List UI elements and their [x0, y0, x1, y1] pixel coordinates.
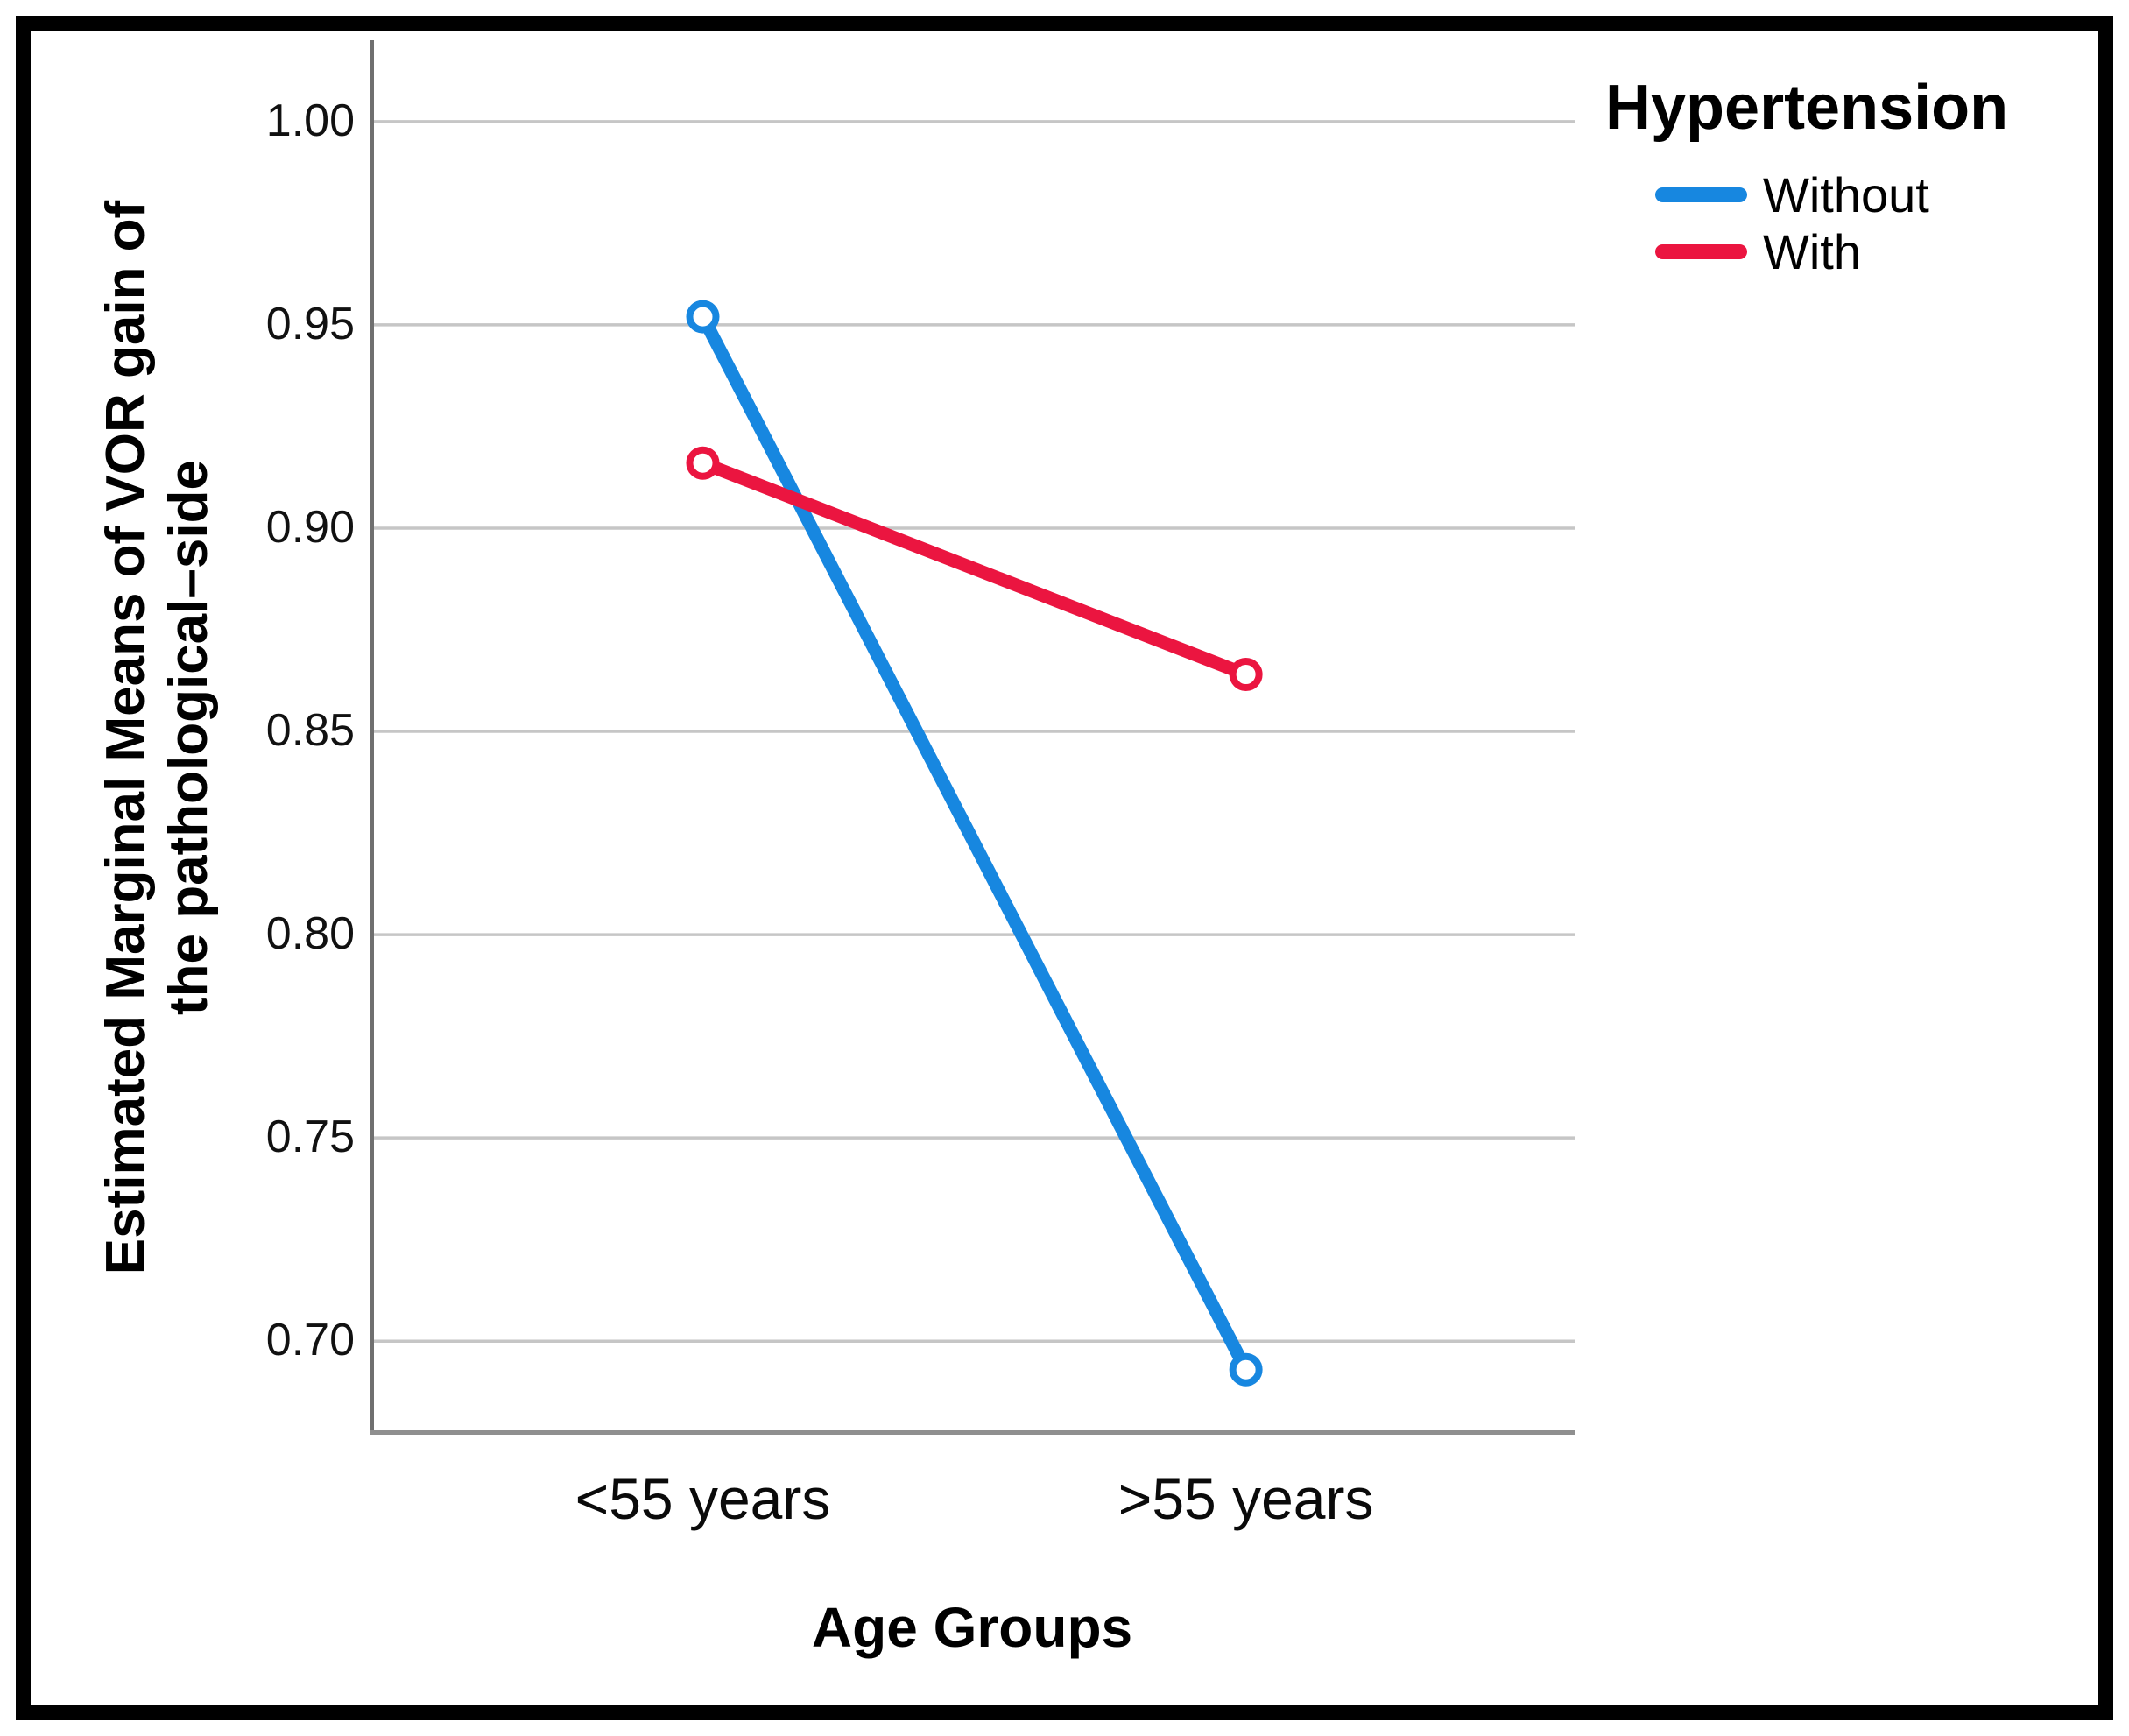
y-tick-label: 0.70	[265, 1315, 355, 1366]
x-category-label: >55 years	[1117, 1466, 1374, 1531]
data-point-marker-without	[1229, 1352, 1263, 1387]
plot-canvas	[370, 40, 1575, 1435]
legend: Hypertension Without With	[1605, 74, 2096, 280]
legend-item-without: Without	[1655, 166, 2096, 223]
legend-swatch-with	[1655, 244, 1747, 259]
y-tick-label: 0.75	[265, 1111, 355, 1163]
legend-swatch-without	[1655, 187, 1747, 202]
data-point-marker-with	[686, 446, 720, 480]
y-tick-label: 0.90	[265, 501, 355, 553]
y-tick-label: 0.95	[265, 298, 355, 349]
data-point-marker-without	[686, 300, 720, 334]
y-tick-label: 0.85	[265, 705, 355, 757]
y-tick-label: 1.00	[265, 95, 355, 146]
x-axis-title: Age Groups	[811, 1596, 1133, 1659]
legend-label-with: With	[1763, 223, 1861, 279]
legend-title: Hypertension	[1605, 73, 2009, 143]
series-line-with	[696, 456, 1253, 681]
figure-border-frame	[16, 16, 2113, 1720]
series-line-without	[696, 310, 1253, 1377]
legend-label-without: Without	[1763, 166, 1929, 222]
legend-item-with: With	[1655, 223, 2096, 280]
plot-area	[370, 40, 1575, 1435]
y-tick-label: 0.80	[265, 908, 355, 960]
data-point-marker-with	[1229, 658, 1263, 692]
x-category-label: <55 years	[575, 1466, 831, 1531]
legend-items: Without With	[1655, 166, 2096, 280]
